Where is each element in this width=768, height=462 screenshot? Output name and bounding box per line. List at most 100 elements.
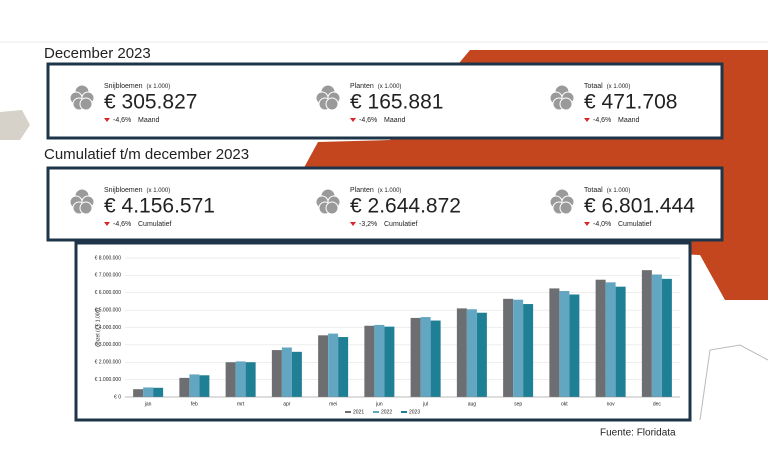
flower-icon [325,201,339,215]
kpi-period: Cumulatief [138,221,172,228]
x-tick-label: aug [468,401,477,407]
kpi-unit: (x 1.000) [147,84,171,90]
kpi-period: Cumulatief [384,221,418,228]
kpi-value: € 165.881 [350,91,443,114]
section-title: December 2023 [44,45,151,62]
kpi-label-text: Totaal [584,83,603,90]
source: Fuente: Floridata [600,428,676,439]
y-tick-label: € 5.000.000 [95,307,122,313]
bar [476,312,487,397]
kpi-card [46,166,724,242]
bar [318,335,329,397]
bar [245,362,256,397]
bar [641,270,652,397]
kpi-label-text: Snijbloemen [104,187,143,194]
flower-icon [79,201,93,215]
bar [271,350,282,397]
flower-icon [559,97,573,111]
kpi-label: Planten (x 1.000) [350,83,401,90]
x-tick-label: jul [422,401,428,407]
y-tick-label: € 0 [114,394,121,400]
bar [235,361,246,397]
kpi-value: € 4.156.571 [104,195,215,218]
y-tick-label: € 7.000.000 [95,273,122,279]
kpi-label: Totaal (x 1.000) [584,187,630,194]
change-arrow [104,222,110,226]
y-tick-label: € 6.000.000 [95,290,122,296]
kpi-change: -4,6% [359,117,377,124]
kpi-change: -4,6% [113,117,131,124]
kpi-label-text: Planten [350,83,374,90]
heading-backdrop [40,143,285,166]
map-border [699,344,768,421]
kpi-label: Snijbloemen (x 1.000) [104,187,170,194]
x-tick-label: jun [375,401,383,407]
bar [199,375,210,397]
x-tick-label: dec [653,401,662,407]
section-title: Cumulatief t/m december 2023 [44,146,249,163]
x-tick-label: feb [191,401,198,407]
kpi-period: Maand [138,117,160,124]
bar [374,324,385,397]
bar [410,317,421,397]
flower-icon [559,201,573,215]
bar [466,309,477,397]
bar [328,333,339,397]
bar [338,337,349,397]
bar [430,320,441,397]
bar [179,377,190,397]
bar [364,325,375,397]
kpi-period: Cumulatief [618,221,652,228]
bar [456,308,467,397]
bar [133,389,144,397]
map-region-left [0,110,30,140]
kpi-unit: (x 1.000) [378,84,402,90]
bar [225,362,236,397]
bar [143,387,154,397]
y-axis-label: omzet (x € 1.000) [95,308,101,347]
bar [651,274,662,397]
kpi-card [46,62,724,140]
x-tick-label: mrt [237,401,245,407]
x-tick-label: okt [561,401,568,407]
bar [153,387,164,397]
bar [661,278,672,397]
legend-label: 2022 [381,409,392,415]
x-tick-label: sep [514,401,522,407]
kpi-label: Planten (x 1.000) [350,187,401,194]
x-tick-label: mei [329,401,337,407]
kpi-unit: (x 1.000) [607,188,631,194]
kpi-label: Snijbloemen (x 1.000) [104,83,170,90]
y-tick-label: € 1.000.000 [95,377,122,383]
kpi-change: -4,6% [593,117,611,124]
x-tick-label: apr [283,401,291,407]
kpi-change: -3,2% [359,221,377,228]
kpi-change: -4,6% [113,221,131,228]
kpi-change: -4,0% [593,221,611,228]
kpi-label-text: Totaal [584,187,603,194]
y-tick-label: € 8.000.000 [95,255,122,261]
change-arrow [104,118,110,122]
change-arrow [584,118,590,122]
legend-label: 2023 [409,409,420,415]
bar [605,282,616,397]
kpi-value: € 6.801.444 [584,195,695,218]
bar [549,288,560,397]
bar [513,299,524,397]
bar [281,347,292,397]
change-arrow [350,118,356,122]
kpi-value: € 2.644.872 [350,195,461,218]
kpi-label-text: Snijbloemen [104,83,143,90]
legend-label: 2021 [353,409,364,415]
kpi-value: € 305.827 [104,91,197,114]
flower-icon [79,97,93,111]
bar [291,351,302,397]
bar [384,326,395,397]
y-tick-label: € 4.000.000 [95,325,122,331]
bar [595,279,606,397]
kpi-unit: (x 1.000) [147,188,171,194]
x-tick-label: jan [144,401,152,407]
bar [569,294,580,397]
bar [503,298,514,397]
